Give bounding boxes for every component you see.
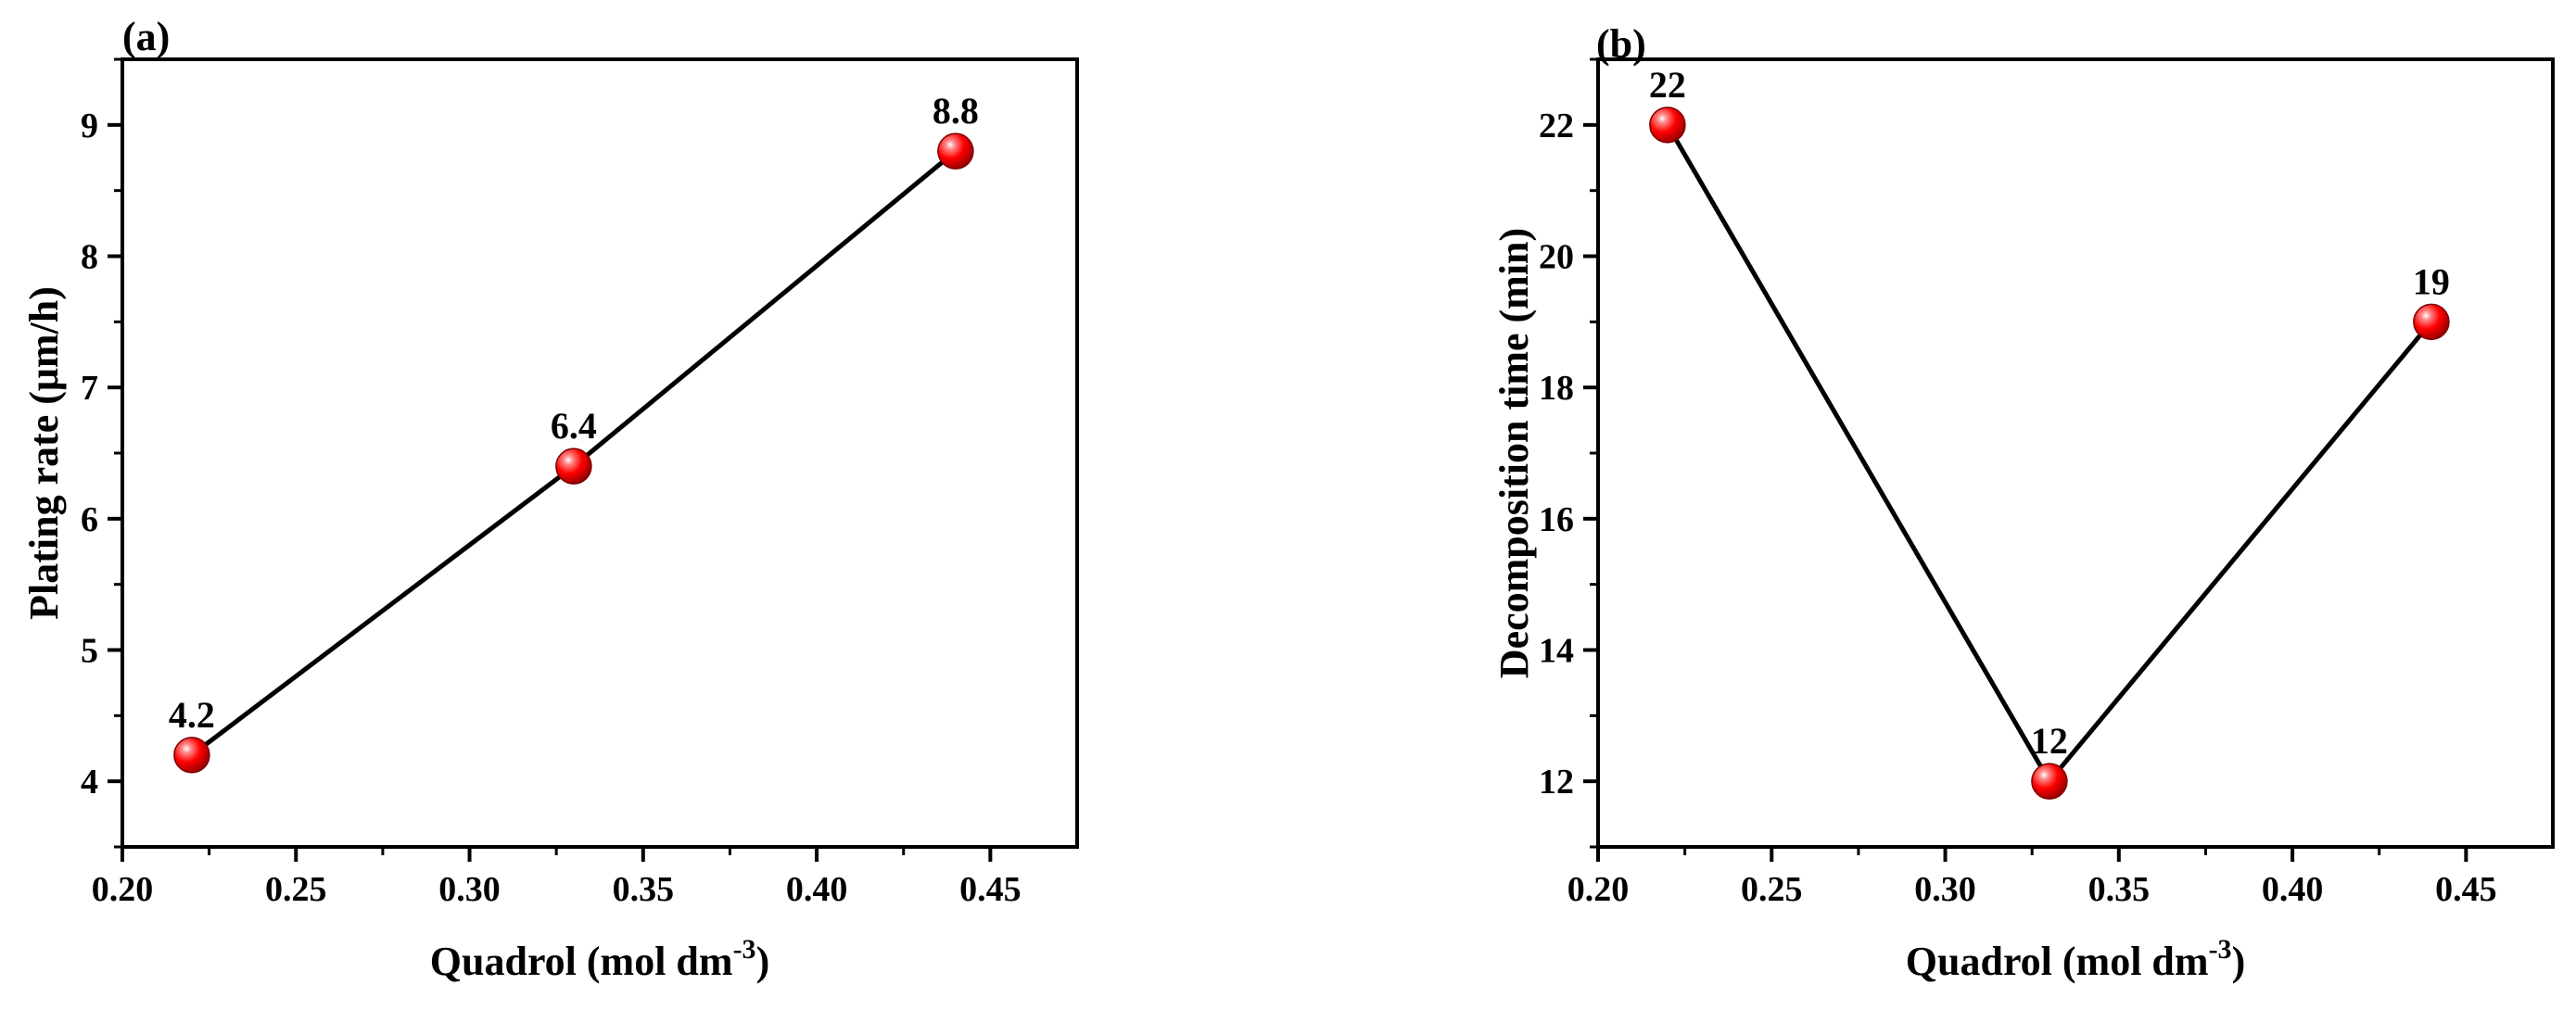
data-point — [173, 737, 210, 774]
series-segment — [1665, 123, 2052, 783]
data-label: 8.8 — [933, 90, 979, 132]
x-tick-label: 0.30 — [1914, 870, 1976, 909]
data-point — [937, 133, 974, 170]
data-point — [1649, 107, 1686, 144]
plot-frame-b — [1596, 57, 2555, 849]
y-tick-label: 4 — [81, 763, 98, 802]
data-label: 4.2 — [169, 694, 215, 736]
x-axis-title-b: Quadrol (mol dm-3) — [1906, 934, 2245, 984]
x-tick-label: 0.20 — [92, 870, 154, 909]
y-axis-title-b: Decomposition time (min) — [1491, 228, 1537, 678]
markers-b — [1649, 107, 2450, 800]
x-tick-label: 0.40 — [786, 870, 848, 909]
y-tick-label: 22 — [1539, 107, 1574, 145]
data-labels-a: 4.2 6.4 8.8 — [169, 90, 979, 736]
panel-label-a: (a) — [122, 14, 170, 59]
data-label: 19 — [2413, 260, 2450, 302]
x-tick-label: 0.25 — [265, 870, 327, 909]
data-labels-b: 22 12 19 — [1649, 64, 2450, 762]
x-tick-label: 0.45 — [959, 870, 1022, 909]
x-tick-label: 0.20 — [1567, 870, 1630, 909]
y-axis-b: 12 14 16 18 20 22 — [1539, 57, 1598, 849]
data-point — [2031, 763, 2068, 800]
data-point — [2413, 303, 2450, 341]
y-tick-label: 9 — [81, 107, 98, 145]
x-axis-b: 0.20 0.25 0.30 0.35 0.40 0.45 — [1567, 847, 2497, 909]
series-segment — [572, 149, 958, 469]
data-label: 6.4 — [551, 405, 597, 447]
x-tick-label: 0.25 — [1741, 870, 1803, 909]
data-label: 12 — [2031, 720, 2068, 762]
y-tick-label: 12 — [1539, 763, 1574, 802]
markers-a — [173, 133, 974, 774]
y-tick-label: 5 — [81, 632, 98, 671]
x-tick-label: 0.30 — [438, 870, 501, 909]
x-tick-label: 0.40 — [2262, 870, 2324, 909]
y-axis-title-a: Plating rate (μm/h) — [21, 286, 67, 620]
chart-panel-a: (a) 4.2 6.4 8.8 0.20 0.25 0.30 0.35 0.40 0.45 4… — [21, 14, 1079, 984]
y-tick-label: 14 — [1539, 632, 1574, 671]
y-tick-label: 7 — [81, 369, 98, 408]
series-segment — [2047, 320, 2433, 783]
x-tick-label: 0.45 — [2435, 870, 2497, 909]
y-axis-a: 4 5 6 7 8 9 — [81, 57, 122, 849]
y-tick-label: 6 — [81, 500, 98, 539]
y-tick-label: 20 — [1539, 238, 1574, 277]
x-tick-label: 0.35 — [613, 870, 675, 909]
x-tick-label: 0.35 — [2088, 870, 2151, 909]
series-line-a — [190, 149, 958, 757]
y-tick-label: 18 — [1539, 369, 1574, 408]
plot-frame-a — [121, 57, 1079, 849]
data-point — [555, 448, 592, 485]
y-tick-label: 8 — [81, 238, 98, 277]
series-line-b — [1665, 123, 2433, 783]
data-label: 22 — [1649, 64, 1686, 106]
x-axis-a: 0.20 0.25 0.30 0.35 0.40 0.45 — [92, 847, 1022, 909]
x-axis-title-a: Quadrol (mol dm-3) — [430, 934, 769, 984]
series-segment — [190, 464, 576, 757]
y-tick-label: 16 — [1539, 500, 1574, 539]
